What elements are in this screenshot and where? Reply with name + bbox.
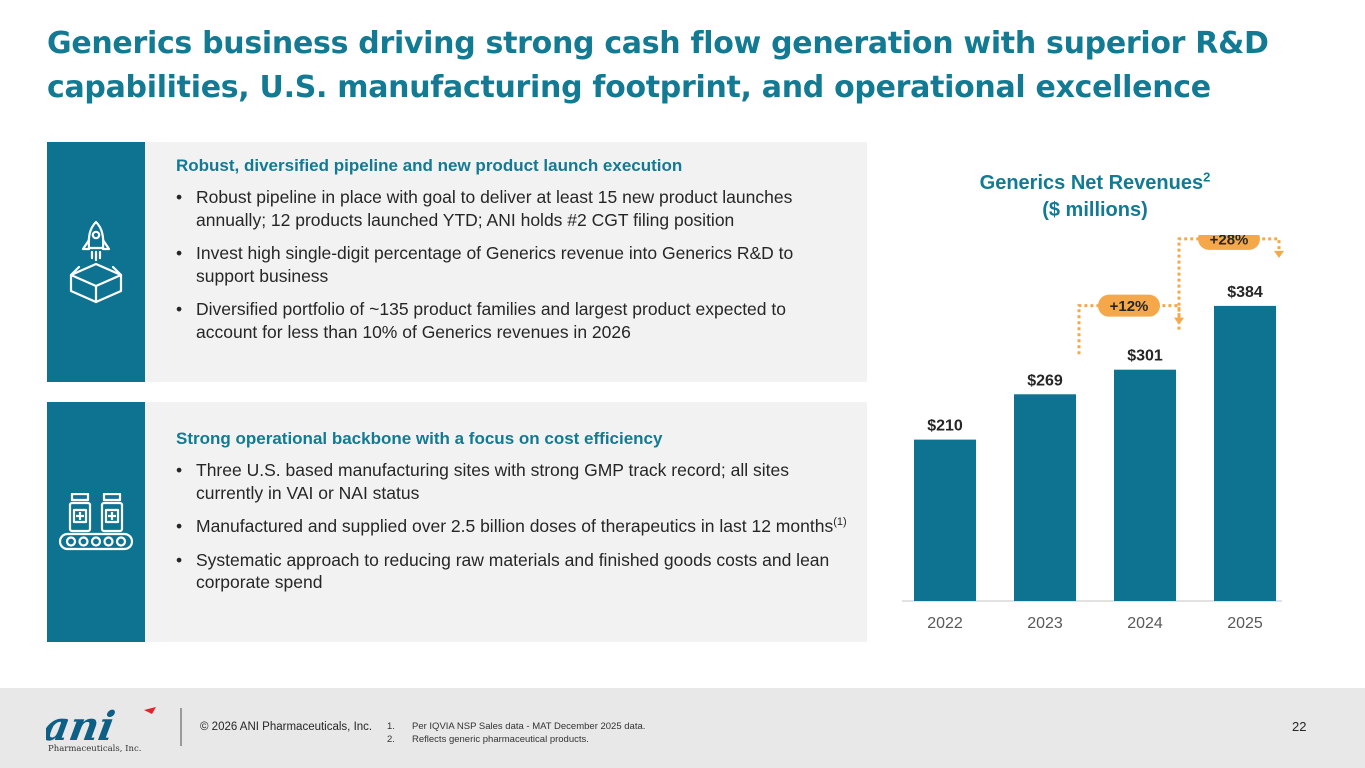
list-item: Manufactured and supplied over 2.5 billi… xyxy=(176,515,849,538)
page-number: 22 xyxy=(1292,719,1307,734)
slide-title: Generics business driving strong cash fl… xyxy=(47,26,1269,105)
footnote-ref: (1) xyxy=(833,516,847,529)
bar xyxy=(1014,394,1076,601)
growth-badge xyxy=(1198,235,1260,250)
growth-label: +28% xyxy=(1210,235,1249,248)
pipeline-icon-box xyxy=(47,142,145,382)
footnote-2: 2. Reflects generic pharmaceutical produc… xyxy=(387,733,589,745)
operations-heading: Strong operational backbone with a focus… xyxy=(176,429,663,448)
copyright: © 2026 ANI Pharmaceuticals, Inc. xyxy=(200,721,373,733)
chart-title: Generics Net Revenues2 ($ millions) xyxy=(900,170,1290,224)
footer-divider xyxy=(180,708,182,746)
x-tick-label: 2023 xyxy=(1027,615,1063,632)
list-item: Robust pipeline in place with goal to de… xyxy=(176,186,849,231)
data-label: $384 xyxy=(1227,284,1263,301)
list-item: Diversified portfolio of ~135 product fa… xyxy=(176,298,849,343)
chart-title-line2: ($ millions) xyxy=(1042,199,1148,221)
operations-bullets: Three U.S. based manufacturing sites wit… xyxy=(176,459,849,594)
logo-subtext: Pharmaceuticals, Inc. xyxy=(48,744,141,754)
footnotes: 1. Per IQVIA NSP Sales data - MAT Decembe… xyxy=(387,721,645,746)
bar xyxy=(914,439,976,601)
list-item: Invest high single-digit percentage of G… xyxy=(176,242,849,287)
operations-icon-box xyxy=(47,402,145,642)
bar xyxy=(1214,305,1276,601)
rocket-box-icon xyxy=(69,220,123,304)
growth-label: +12% xyxy=(1110,298,1149,315)
x-tick-label: 2025 xyxy=(1227,615,1263,632)
growth-badge xyxy=(1098,294,1160,317)
revenue-bar-chart: $210 2022 $269 2023 $301 2024 $384 2025 +12% +28% xyxy=(902,235,1284,632)
manufacturing-conveyor-icon xyxy=(58,493,134,551)
growth-arrowhead xyxy=(1274,250,1284,258)
chart-title-footnote: 2 xyxy=(1203,169,1211,185)
operations-panel: Strong operational backbone with a focus… xyxy=(47,402,867,642)
footer: ani Pharmaceuticals, Inc. © 2026 ANI Pha… xyxy=(0,688,1365,768)
data-label: $269 xyxy=(1027,372,1063,389)
pipeline-bullets: Robust pipeline in place with goal to de… xyxy=(176,186,849,343)
data-label: $301 xyxy=(1127,348,1163,365)
list-item: Three U.S. based manufacturing sites wit… xyxy=(176,459,849,504)
data-label: $210 xyxy=(927,418,963,435)
x-tick-label: 2022 xyxy=(927,615,963,632)
x-tick-label: 2024 xyxy=(1127,615,1163,632)
pipeline-heading: Robust, diversified pipeline and new pro… xyxy=(176,156,683,175)
chart-title-line1: Generics Net Revenues xyxy=(979,172,1204,194)
footnote-1: 1. Per IQVIA NSP Sales data - MAT Decembe… xyxy=(387,721,646,732)
company-logo: ani Pharmaceuticals, Inc. xyxy=(46,704,156,754)
list-item: Systematic approach to reducing raw mate… xyxy=(176,549,849,594)
list-item-text: Manufactured and supplied over 2.5 billi… xyxy=(196,516,834,536)
pipeline-panel: Robust, diversified pipeline and new pro… xyxy=(47,142,867,382)
logo-wordmark: ani xyxy=(46,704,118,750)
bar xyxy=(1114,369,1176,601)
